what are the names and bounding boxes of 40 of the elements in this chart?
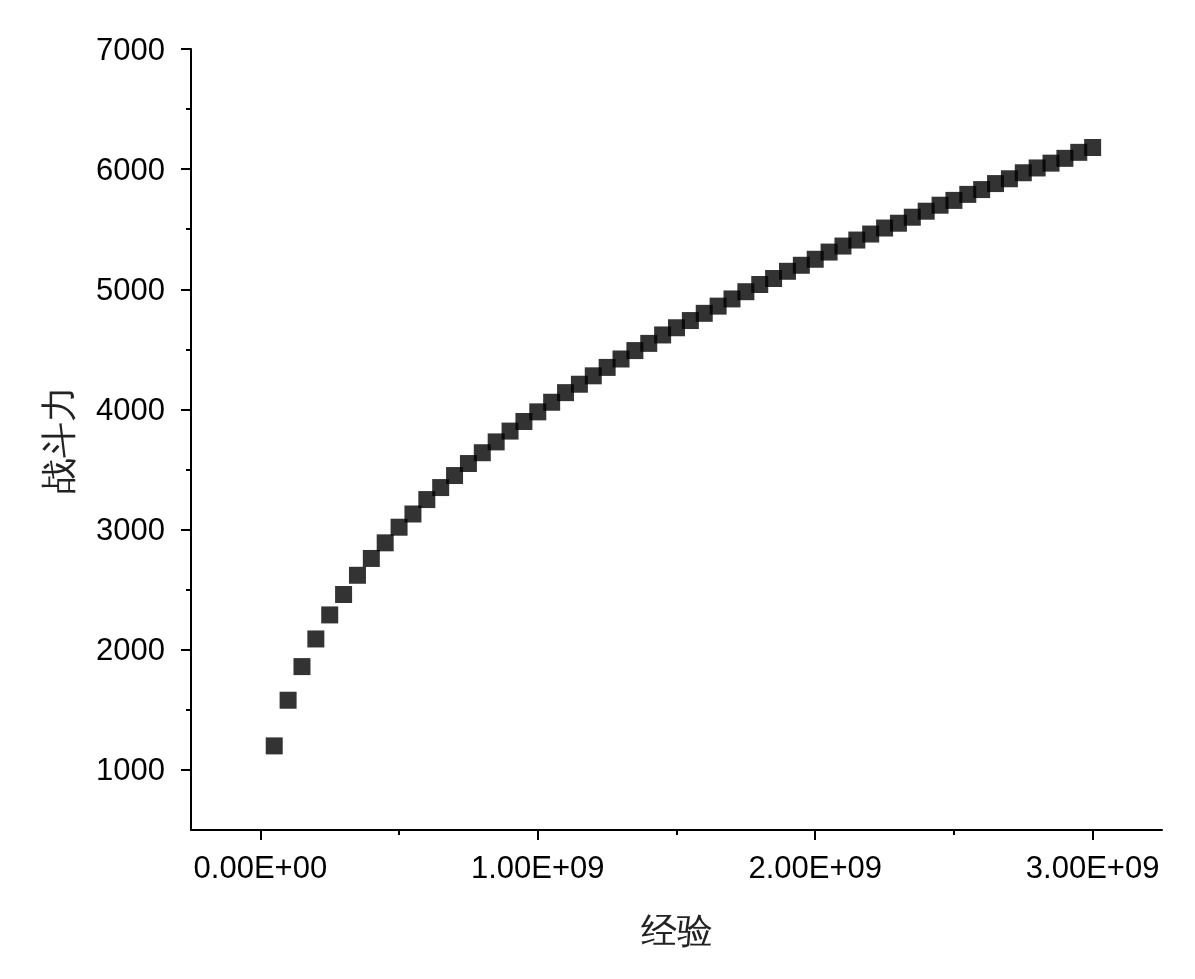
point <box>640 334 658 352</box>
point <box>515 412 533 430</box>
point <box>487 433 505 451</box>
x-axis-title: 经验 <box>640 909 713 951</box>
y-tick-label: 3000 <box>96 512 165 548</box>
x-tick-label: 3.00E+09 <box>1025 850 1160 885</box>
x-tick-label: 1.00E+09 <box>470 850 605 885</box>
point <box>279 691 297 709</box>
point <box>446 467 464 485</box>
point <box>529 403 547 421</box>
y-tick-label: 1000 <box>96 752 165 788</box>
x-tick-label: 2.00E+09 <box>748 850 883 885</box>
point <box>362 549 380 567</box>
point <box>501 422 519 440</box>
point <box>543 393 561 411</box>
point <box>570 375 588 393</box>
y-tick-label: 6000 <box>96 151 165 187</box>
x-tick-label: 0.00E+00 <box>193 850 328 885</box>
point <box>307 630 325 648</box>
point <box>584 367 602 385</box>
point <box>557 384 575 402</box>
y-tick-label: 4000 <box>96 391 165 427</box>
point <box>404 505 422 523</box>
point <box>418 491 436 509</box>
point <box>598 358 616 376</box>
point <box>1084 139 1102 157</box>
point <box>390 518 408 536</box>
point <box>335 586 353 603</box>
point <box>473 444 491 462</box>
point <box>459 455 477 473</box>
point <box>376 534 394 552</box>
y-tick-label: 2000 <box>96 632 165 668</box>
point <box>265 737 283 755</box>
point <box>348 566 366 584</box>
point <box>293 658 311 676</box>
y-tick-label: 5000 <box>96 271 165 307</box>
point <box>432 479 450 497</box>
y-tick-label: 7000 <box>96 31 165 67</box>
point <box>321 606 339 624</box>
y-axis-title: 战斗力 <box>37 385 79 494</box>
